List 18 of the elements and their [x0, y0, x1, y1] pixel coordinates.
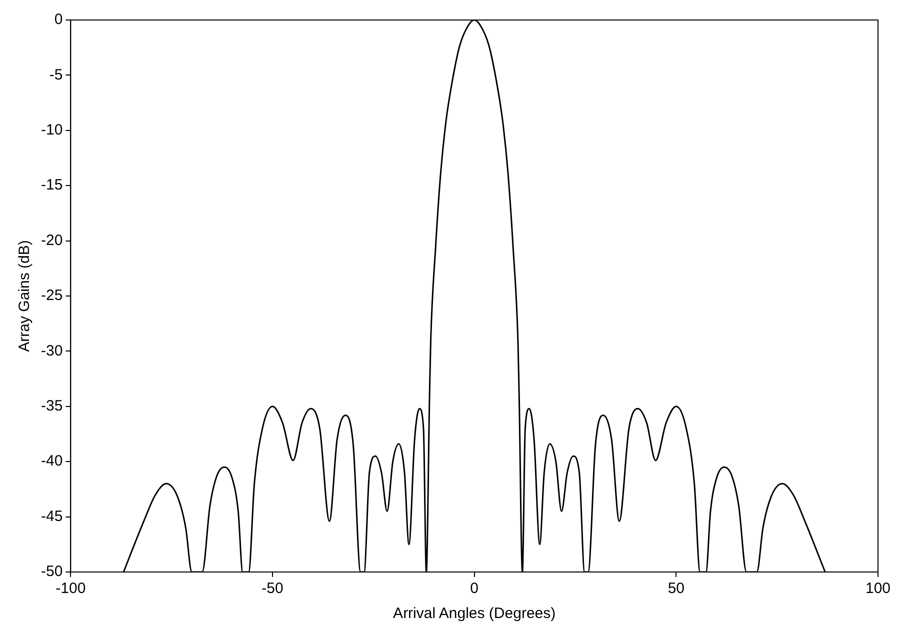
y-tick-label: 0 — [54, 11, 63, 28]
x-tick-label: 0 — [470, 580, 479, 598]
x-axis-title: Arrival Angles (Degrees) — [393, 605, 556, 622]
y-tick-label: -10 — [40, 122, 63, 139]
y-tick-label: -15 — [40, 176, 63, 194]
x-tick-label: 50 — [668, 580, 685, 598]
x-tick-label: -100 — [56, 580, 86, 598]
x-tick-label: 100 — [865, 580, 891, 598]
y-tick-label: -35 — [40, 398, 63, 415]
y-tick-label: -5 — [49, 66, 63, 84]
y-tick-label: -25 — [40, 287, 63, 304]
y-tick-label: -50 — [40, 563, 63, 580]
y-tick-label: -20 — [40, 232, 63, 249]
y-axis-title: Array Gains (dB) — [16, 240, 34, 352]
y-tick-label: -40 — [40, 452, 63, 470]
x-tick-label: -50 — [262, 580, 284, 598]
y-tick-label: -30 — [40, 342, 63, 360]
y-tick-label: -45 — [40, 508, 63, 525]
